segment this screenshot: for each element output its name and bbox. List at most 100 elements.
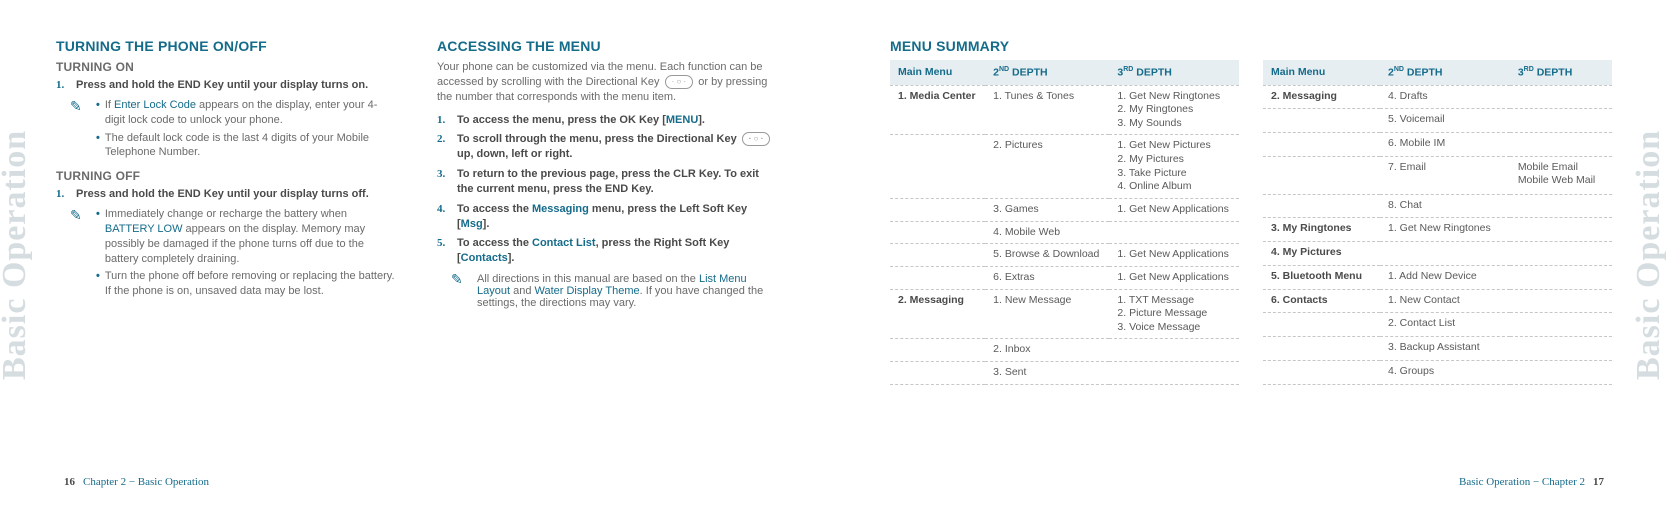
cell-main: 5. Bluetooth Menu [1263, 265, 1380, 289]
col-accessing: ACCESSING THE MENU Your phone can be cus… [437, 38, 778, 313]
cell-2nd: 5. Voicemail [1380, 109, 1510, 133]
table-row: 8. Chat [1263, 194, 1612, 218]
cell-3rd [1510, 85, 1612, 109]
table-row: 6. Extras1. Get New Applications [890, 266, 1239, 289]
table-row: 5. Voicemail [1263, 109, 1612, 133]
cell-3rd: 1. Get New Ringtones2. My Ringtones3. My… [1109, 85, 1239, 135]
cell-3rd [1109, 221, 1239, 244]
note-icon: ✎ [451, 271, 471, 309]
cell-2nd: 2. Pictures [985, 135, 1109, 199]
step-menu-5: 5.To access the Contact List, press the … [437, 236, 778, 266]
tip-note: ✎ All directions in this manual are base… [451, 271, 778, 309]
table-row: 3. Games1. Get New Applications [890, 198, 1239, 221]
cell-2nd: 7. Email [1380, 156, 1510, 194]
table-row: 6. Mobile IM [1263, 132, 1612, 156]
intro-text: Your phone can be customized via the men… [437, 60, 778, 105]
cell-3rd [1510, 242, 1612, 266]
cell-main [890, 266, 985, 289]
cell-2nd [1380, 242, 1510, 266]
cell-2nd: 4. Mobile Web [985, 221, 1109, 244]
cell-3rd [1510, 289, 1612, 313]
table-row: 5. Browse & Download1. Get New Applicati… [890, 244, 1239, 267]
cell-main: 6. Contacts [1263, 289, 1380, 313]
th-main: Main Menu [1263, 60, 1380, 85]
th-2nd: 2ND DEPTH [1380, 60, 1510, 85]
dirkey-icon: · ○ · [742, 132, 771, 146]
table-row: 7. EmailMobile EmailMobile Web Mail [1263, 156, 1612, 194]
svg-text:Basic Operation: Basic Operation [0, 130, 33, 380]
cell-main [890, 244, 985, 267]
cell-main [1263, 194, 1380, 218]
right-page: Basic Operation MENU SUMMARY Main Menu 2… [834, 0, 1668, 502]
menu-table-1: Main Menu 2ND DEPTH 3RD DEPTH 1. Media C… [890, 60, 1239, 385]
cell-main: 3. My Ringtones [1263, 218, 1380, 242]
cell-2nd: 1. New Contact [1380, 289, 1510, 313]
dirkey-icon: · ○ · [665, 75, 694, 89]
cell-main: 4. My Pictures [1263, 242, 1380, 266]
cell-2nd: 1. Get New Ringtones [1380, 218, 1510, 242]
svg-text:Basic Operation: Basic Operation [1634, 130, 1667, 380]
table-row: 5. Bluetooth Menu1. Add New Device [1263, 265, 1612, 289]
heading-turning-on: TURNING ON [56, 60, 397, 74]
table-row: 2. Inbox [890, 339, 1239, 362]
cell-2nd: 3. Sent [985, 362, 1109, 385]
th-main: Main Menu [890, 60, 985, 85]
cell-main [1263, 156, 1380, 194]
table-row: 3. My Ringtones1. Get New Ringtones [1263, 218, 1612, 242]
cell-2nd: 1. New Message [985, 289, 1109, 339]
cell-main [1263, 109, 1380, 133]
th-3rd: 3RD DEPTH [1109, 60, 1239, 85]
cell-2nd: 6. Extras [985, 266, 1109, 289]
table-row: 1. Media Center1. Tunes & Tones1. Get Ne… [890, 85, 1239, 135]
heading-onoff: TURNING THE PHONE ON/OFF [56, 38, 397, 54]
cell-3rd [1510, 109, 1612, 133]
cell-3rd: 1. Get New Pictures2. My Pictures3. Take… [1109, 135, 1239, 199]
cell-main [890, 362, 985, 385]
heading-turning-off: TURNING OFF [56, 169, 397, 183]
cell-3rd [1109, 362, 1239, 385]
table-row: 2. Contact List [1263, 313, 1612, 337]
step-off-1: 1. Press and hold the END Key until your… [56, 187, 397, 202]
cell-3rd: 1. Get New Applications [1109, 198, 1239, 221]
step-menu-4: 4.To access the Messaging menu, press th… [437, 202, 778, 232]
cell-main [1263, 132, 1380, 156]
cell-main [890, 339, 985, 362]
menu-summary-tables: Main Menu 2ND DEPTH 3RD DEPTH 1. Media C… [890, 60, 1612, 385]
heading-accessing: ACCESSING THE MENU [437, 38, 778, 54]
cell-2nd: 1. Add New Device [1380, 265, 1510, 289]
cell-3rd [1510, 337, 1612, 361]
table-row: 4. My Pictures [1263, 242, 1612, 266]
cell-main [890, 198, 985, 221]
cell-2nd: 5. Browse & Download [985, 244, 1109, 267]
cell-3rd: 1. Get New Applications [1109, 244, 1239, 267]
cell-2nd: 6. Mobile IM [1380, 132, 1510, 156]
cell-2nd: 8. Chat [1380, 194, 1510, 218]
menu-table-2: Main Menu 2ND DEPTH 3RD DEPTH 2. Messagi… [1263, 60, 1612, 385]
cell-2nd: 3. Games [985, 198, 1109, 221]
page-spread: Basic Operation TURNING THE PHONE ON/OFF… [0, 0, 1668, 502]
cell-2nd: 4. Drafts [1380, 85, 1510, 109]
step-on-1: 1. Press and hold the END Key until your… [56, 78, 397, 93]
cell-2nd: 2. Inbox [985, 339, 1109, 362]
th-2nd: 2ND DEPTH [985, 60, 1109, 85]
heading-menu-summary: MENU SUMMARY [890, 38, 1612, 54]
table-row: 2. Messaging4. Drafts [1263, 85, 1612, 109]
footer-right: Basic Operation − Chapter 217 [1459, 476, 1612, 488]
table-row: 2. Messaging1. New Message1. TXT Message… [890, 289, 1239, 339]
cell-2nd: 1. Tunes & Tones [985, 85, 1109, 135]
side-tab-left: Basic Operation [0, 0, 34, 502]
cell-main [1263, 313, 1380, 337]
cell-3rd [1510, 132, 1612, 156]
step-menu-3: 3.To return to the previous page, press … [437, 167, 778, 197]
cell-3rd [1510, 313, 1612, 337]
cell-main [890, 221, 985, 244]
cell-3rd [1510, 360, 1612, 384]
cell-main [1263, 360, 1380, 384]
cell-main: 1. Media Center [890, 85, 985, 135]
note-off: ✎ Immediately change or recharge the bat… [70, 207, 397, 302]
side-tab-right: Basic Operation [1634, 0, 1668, 502]
cell-3rd [1510, 194, 1612, 218]
cell-3rd: Mobile EmailMobile Web Mail [1510, 156, 1612, 194]
note-icon: ✎ [70, 207, 90, 302]
cell-3rd [1510, 218, 1612, 242]
